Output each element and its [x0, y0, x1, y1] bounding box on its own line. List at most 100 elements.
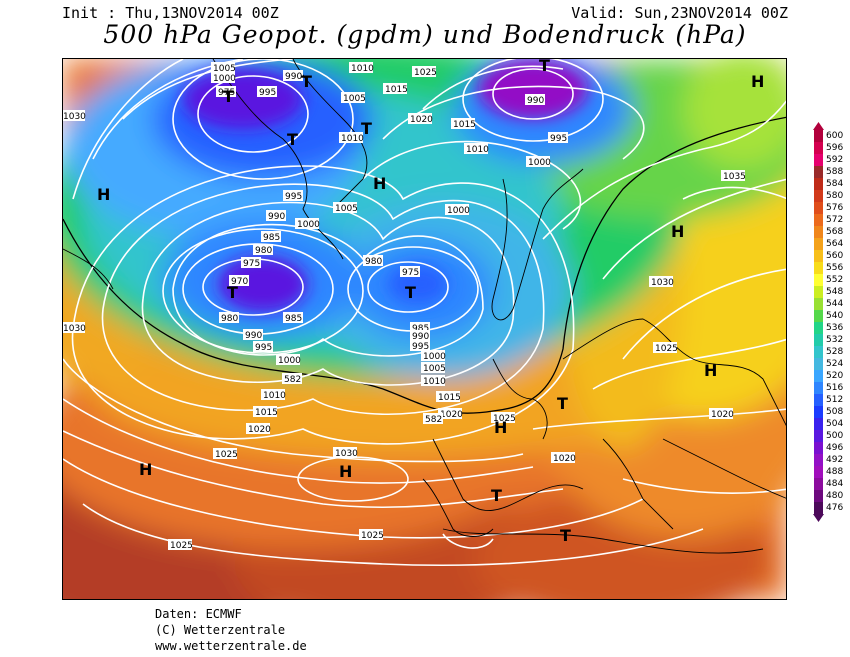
- isobar-label: 1010: [339, 132, 364, 144]
- isobar-label: 1000: [421, 350, 446, 362]
- svg-text:985: 985: [285, 314, 302, 324]
- legend-entry: 528: [812, 346, 850, 358]
- coastlines: [63, 59, 786, 554]
- isobar-label: 1030: [649, 276, 674, 288]
- legend-label: 536: [826, 323, 844, 333]
- high-symbol: H: [671, 222, 684, 241]
- low-symbol: T: [287, 130, 298, 149]
- legend-label: 488: [826, 467, 844, 477]
- legend-entry: 504: [812, 418, 850, 430]
- data-source: Daten: ECMWF: [155, 607, 242, 621]
- svg-text:1030: 1030: [651, 278, 674, 288]
- isobar-label: 995: [253, 341, 273, 353]
- svg-text:1000: 1000: [297, 220, 320, 230]
- low-symbol: T: [557, 394, 568, 413]
- isobar-label: 980: [253, 244, 273, 256]
- legend-swatch: [814, 130, 823, 142]
- legend-entry: 560: [812, 250, 850, 262]
- isobar-label: 1030: [63, 322, 86, 334]
- legend-swatch: [814, 322, 823, 334]
- low-symbol: T: [223, 87, 234, 106]
- legend-swatch: [814, 490, 823, 502]
- legend-label: 492: [826, 455, 844, 465]
- low-symbol: T: [491, 486, 502, 505]
- svg-text:1010: 1010: [263, 391, 286, 401]
- legend-entry: 476: [812, 502, 850, 514]
- isobar-label: 1025: [412, 66, 437, 78]
- weather-map: 1005 1000 995 975 990 1010 1005 1015 102…: [62, 58, 787, 600]
- legend-entry: 548: [812, 286, 850, 298]
- legend-swatch: [814, 286, 823, 298]
- isobar-label: 1030: [333, 447, 358, 459]
- svg-text:975: 975: [402, 268, 419, 278]
- isobar-label: 975: [241, 257, 261, 269]
- legend-entry: 596: [812, 142, 850, 154]
- isobar-label: 1005: [421, 362, 446, 374]
- svg-text:975: 975: [243, 259, 260, 269]
- isobar-label: 1000: [445, 204, 470, 216]
- svg-text:1010: 1010: [466, 145, 489, 155]
- svg-text:980: 980: [365, 257, 382, 267]
- svg-text:1000: 1000: [447, 206, 470, 216]
- isobar-label: 1015: [383, 83, 408, 95]
- legend-swatch: [814, 214, 823, 226]
- legend-swatch: [814, 502, 823, 514]
- legend-swatch: [814, 142, 823, 154]
- legend-swatch: [814, 406, 823, 418]
- legend-swatch: [814, 418, 823, 430]
- isobar-labels: 1005 1000 995 975 990 1010 1005 1015 102…: [63, 62, 746, 551]
- svg-text:985: 985: [412, 324, 429, 334]
- legend-label: 560: [826, 251, 844, 261]
- isobar-label: 995: [410, 340, 430, 352]
- legend-entry: 564: [812, 238, 850, 250]
- high-symbol: H: [97, 185, 110, 204]
- legend-swatch: [814, 454, 823, 466]
- legend-entry: 488: [812, 466, 850, 478]
- copyright: (C) Wetterzentrale: [155, 623, 286, 637]
- isobar-label: 980: [363, 255, 383, 267]
- isobar-label: 1020: [438, 408, 463, 420]
- svg-text:1035: 1035: [723, 172, 746, 182]
- isobar-label: 1005: [211, 62, 236, 74]
- svg-text:1015: 1015: [453, 120, 476, 130]
- legend-swatch: [814, 178, 823, 190]
- legend-entry: 584: [812, 178, 850, 190]
- legend-label: 596: [826, 143, 844, 153]
- isobar-label: 975: [400, 266, 420, 278]
- legend-swatch: [814, 370, 823, 382]
- isobar-label: 1025: [359, 529, 384, 541]
- color-legend: 600 596 592 588 584 580 576 572 568 564 560 556 552 5…: [812, 122, 850, 530]
- svg-text:1000: 1000: [278, 356, 301, 366]
- svg-text:980: 980: [255, 246, 272, 256]
- legend-swatch: [814, 334, 823, 346]
- svg-text:1025: 1025: [170, 541, 193, 551]
- svg-text:1025: 1025: [361, 531, 384, 541]
- legend-entry: 552: [812, 274, 850, 286]
- geopotential-field: [63, 59, 786, 599]
- isobar-label: 582: [423, 413, 443, 425]
- legend-entry: 496: [812, 442, 850, 454]
- svg-text:1000: 1000: [423, 352, 446, 362]
- legend-label: 580: [826, 191, 844, 201]
- svg-text:1025: 1025: [493, 414, 516, 424]
- legend-swatch: [814, 346, 823, 358]
- isobar-label: 1005: [333, 202, 358, 214]
- legend-swatch: [814, 238, 823, 250]
- svg-text:970: 970: [231, 277, 248, 287]
- svg-text:1030: 1030: [335, 449, 358, 459]
- isobar-label: 995: [548, 132, 568, 144]
- legend-label: 516: [826, 383, 844, 393]
- svg-text:1015: 1015: [255, 408, 278, 418]
- legend-top-arrow: [813, 122, 824, 130]
- high-symbol: H: [704, 361, 717, 380]
- pressure-systems: H H H H H H H H T T T T T T T T T T: [97, 59, 764, 545]
- isobar-label: 980: [219, 312, 239, 324]
- legend-label: 500: [826, 431, 844, 441]
- isobar-label: 1030: [63, 110, 86, 122]
- svg-text:1020: 1020: [440, 410, 463, 420]
- svg-text:1025: 1025: [414, 68, 437, 78]
- isobar-label: 995: [283, 190, 303, 202]
- svg-text:995: 995: [412, 342, 429, 352]
- legend-label: 576: [826, 203, 844, 213]
- legend-entry: 492: [812, 454, 850, 466]
